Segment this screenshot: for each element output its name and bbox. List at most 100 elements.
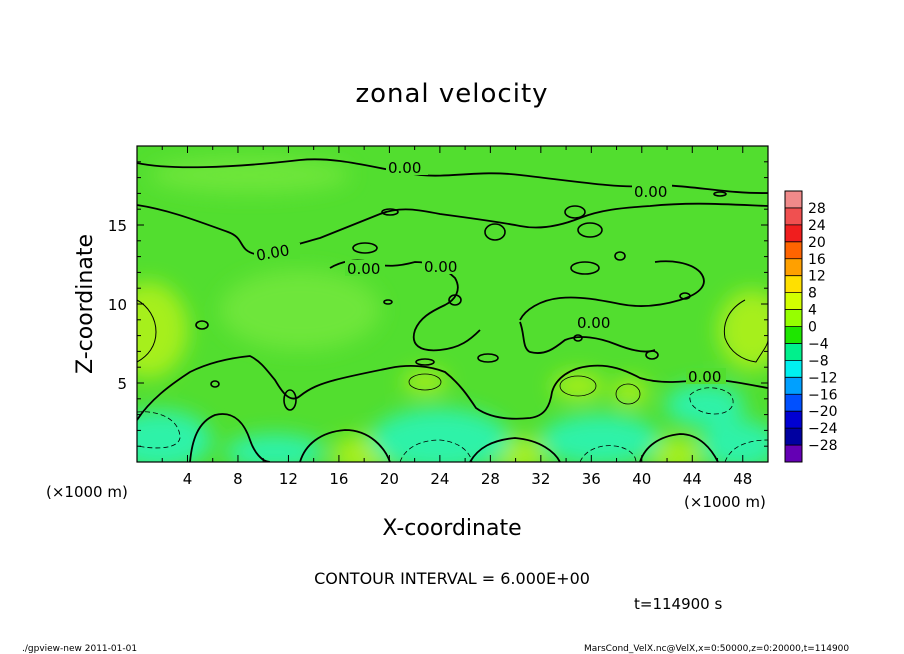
contour-label: 0.00 (347, 260, 380, 278)
contour-line (399, 439, 473, 462)
colorbar-label: 8 (808, 286, 817, 302)
colorbar-label: 28 (808, 201, 826, 217)
contour-loop (352, 242, 378, 254)
x-tick-label: 8 (233, 470, 243, 488)
contour-loop (448, 294, 462, 306)
contour-loop (679, 292, 691, 300)
colorbar-swatch (785, 309, 802, 327)
colorbar-label: −24 (808, 421, 838, 437)
colorbar-label: 16 (808, 252, 826, 268)
contour-loop (383, 299, 393, 305)
positive-patch (137, 282, 188, 378)
colorbar-swatch (785, 394, 802, 412)
contour-line (724, 439, 768, 462)
colorbar-swatch (785, 275, 802, 294)
x-tick-label: 40 (632, 470, 651, 488)
x-tick-label: 16 (329, 470, 348, 488)
colorbar-label: −4 (808, 336, 829, 352)
velocity-shading (137, 157, 768, 462)
small-contour-loops (195, 191, 727, 411)
colorbar-swatch (785, 224, 802, 243)
contour-loop (415, 358, 435, 366)
contour-label: 0.00 (577, 314, 610, 332)
colorbar-label: 12 (808, 269, 826, 285)
positive-patch (718, 290, 768, 370)
contour-line (519, 321, 656, 354)
contour-loop (645, 350, 659, 360)
contour-line (723, 299, 768, 363)
contour-loop (210, 380, 220, 388)
negative-patch (137, 410, 212, 462)
x-tick-label: 28 (481, 470, 500, 488)
colorbar-swatch (785, 258, 802, 277)
contour-line (299, 429, 391, 462)
contour-label: 0.00 (255, 241, 291, 265)
negative-patch (225, 434, 325, 462)
colorbar-label: 4 (808, 303, 817, 319)
colorbar-label: −20 (808, 404, 838, 420)
colorbar-label: −12 (808, 370, 838, 386)
colorbar-label: −28 (808, 438, 838, 454)
x-tick-label: 36 (582, 470, 601, 488)
negative-patch (540, 414, 660, 462)
y-axis-ticks: 5 10 15 (108, 161, 768, 447)
contour-line (189, 413, 271, 462)
x-tick-label: 4 (183, 470, 193, 488)
negative-patch (665, 383, 745, 427)
negative-patch (370, 408, 510, 462)
contour-loop (283, 389, 297, 411)
y-tick-label: 5 (117, 375, 127, 393)
x-tick-label: 20 (380, 470, 399, 488)
contour-label: 0.00 (388, 159, 421, 177)
positive-contours (408, 373, 641, 405)
colorbar-label: −8 (808, 353, 829, 369)
colorbar-label: 24 (808, 218, 826, 234)
contour-loop (570, 261, 600, 275)
contour-loop (713, 191, 727, 197)
light-patch (220, 270, 380, 350)
contour-line (469, 437, 561, 462)
colorbar-swatch (785, 241, 802, 260)
colorbar-label: −16 (808, 387, 838, 403)
colorbar-swatch (785, 207, 802, 226)
y-axis-label: Z-coordinate (73, 234, 98, 374)
x-tick-label: 12 (279, 470, 298, 488)
x-unit-label: (×1000 m) (684, 493, 766, 511)
negative-contours (137, 387, 768, 462)
contour-labels: 0.00 0.00 0.00 0.00 0.00 0.00 0.00 (254, 159, 726, 386)
colorbar-swatch (785, 343, 802, 361)
colorbar-label: 0 (808, 320, 817, 336)
contour-line (579, 445, 637, 462)
positive-patch (650, 437, 702, 462)
footer-left: ./gpview-new 2011-01-01 (22, 644, 137, 654)
contour-loop (564, 205, 586, 219)
contour-line (137, 202, 768, 255)
time-text: t=114900 s (634, 595, 722, 613)
contour-loop (477, 353, 499, 363)
positive-patch (612, 378, 648, 406)
contour-loop (615, 383, 641, 405)
colorbar-swatch (785, 411, 802, 429)
contour-loop (614, 251, 626, 261)
chart-title: zonal velocity (355, 79, 548, 109)
colorbar-label: 20 (808, 235, 826, 251)
contour-label: 0.00 (424, 258, 457, 276)
contour-line (137, 411, 181, 449)
y-tick-label: 15 (108, 217, 127, 235)
y-unit-label: (×1000 m) (46, 483, 128, 501)
contour-loop (484, 223, 506, 241)
y-tick-label: 10 (108, 296, 127, 314)
colorbar-swatch (785, 445, 802, 463)
colorbar-swatch (785, 360, 802, 378)
colorbar-swatch (785, 377, 802, 395)
contour-loop (408, 373, 442, 391)
x-axis-label: X-coordinate (382, 516, 521, 541)
contour-loop (381, 208, 399, 216)
contour-loop (195, 320, 209, 330)
contour-line (519, 260, 705, 321)
contour-interval-text: CONTOUR INTERVAL = 6.000E+00 (314, 569, 590, 588)
contour-loop (577, 222, 603, 238)
contour-line (137, 299, 157, 363)
plot-area: 0.00 0.00 0.00 0.00 0.00 0.00 0.00 (137, 146, 768, 462)
